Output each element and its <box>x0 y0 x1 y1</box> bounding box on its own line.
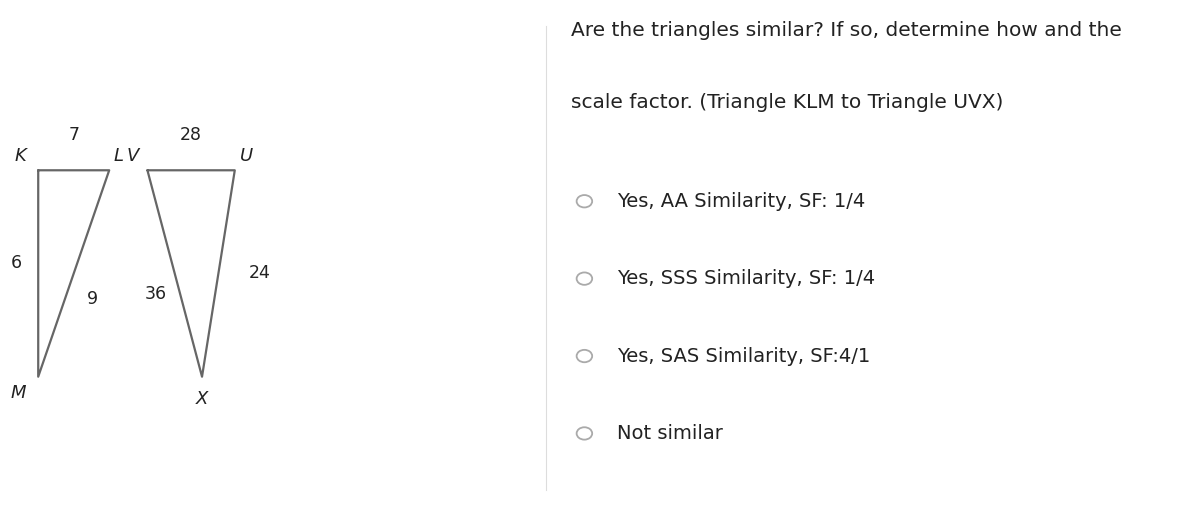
Text: L: L <box>114 147 124 165</box>
Text: K: K <box>14 147 26 165</box>
Text: M: M <box>11 384 26 402</box>
Text: Yes, SAS Similarity, SF:4/1: Yes, SAS Similarity, SF:4/1 <box>617 347 870 365</box>
Text: Are the triangles similar? If so, determine how and the: Are the triangles similar? If so, determ… <box>571 21 1122 40</box>
Text: 28: 28 <box>180 126 202 144</box>
Text: U: U <box>240 147 253 165</box>
Text: 36: 36 <box>144 285 167 303</box>
Text: scale factor. (Triangle KLM to Triangle UVX): scale factor. (Triangle KLM to Triangle … <box>571 93 1004 112</box>
Text: 7: 7 <box>68 126 79 144</box>
Text: V: V <box>127 147 139 165</box>
Text: 24: 24 <box>248 265 270 282</box>
Text: 6: 6 <box>11 254 22 272</box>
Text: Yes, AA Similarity, SF: 1/4: Yes, AA Similarity, SF: 1/4 <box>617 192 865 211</box>
Text: Yes, SSS Similarity, SF: 1/4: Yes, SSS Similarity, SF: 1/4 <box>617 269 875 288</box>
Text: Not similar: Not similar <box>617 424 722 443</box>
Text: X: X <box>196 390 209 408</box>
Text: 9: 9 <box>88 291 98 308</box>
